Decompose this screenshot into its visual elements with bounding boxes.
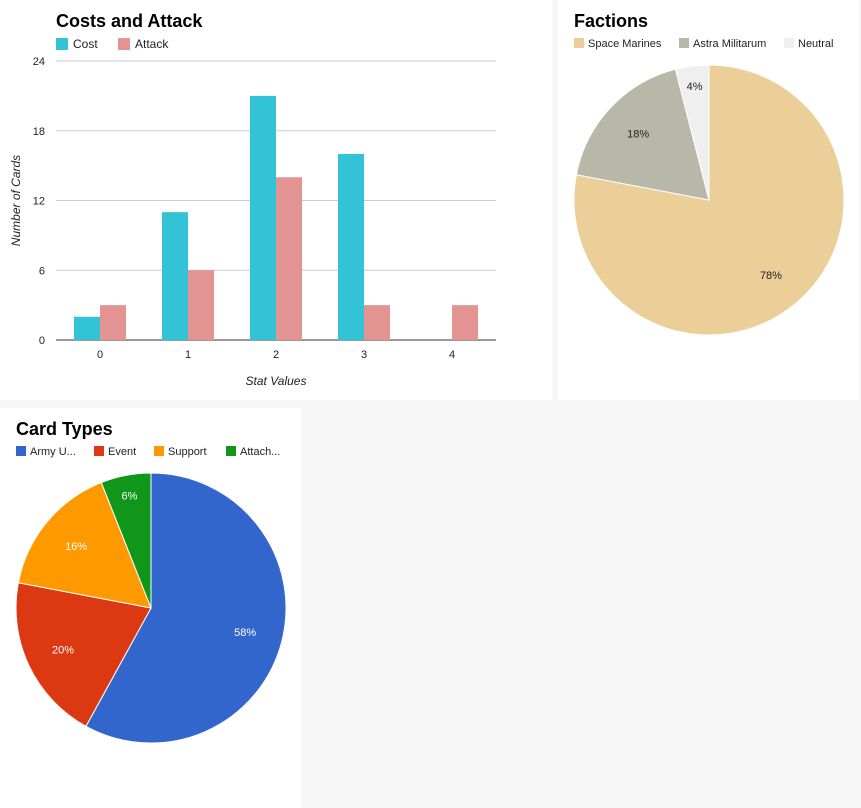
bar-attack [100,305,126,340]
x-tick-label: 0 [97,349,103,361]
legend-swatch-neutral [784,38,794,48]
card-types-chart: Army U... Event Support Attach... 58% 20% 16% 6… [15,446,287,744]
y-tick-label: 18 [33,126,45,138]
pie-slice-support [17,481,152,609]
costs-attack-panel: Costs and Attack Cost Attack 0 6 12 18 24 0 1 2 3 4… [0,0,552,400]
pie-label-attach: 6% [122,490,138,502]
bar-cost [74,316,100,340]
y-tick-label: 12 [33,196,45,208]
legend-label-attach: Attach... [240,446,280,458]
legend-label-cost: Cost [73,37,98,51]
bar-attack [188,270,214,340]
legend-swatch-space-marines [574,38,584,48]
y-axis-label: Number of Cards [9,155,23,246]
pie-label-army-u: 58% [234,627,256,639]
legend-label-neutral: Neutral [798,38,833,50]
bar-attack [364,305,390,340]
x-tick-label: 3 [361,349,367,361]
legend-label-astra-militarum: Astra Militarum [693,38,766,50]
legend-swatch-event [94,446,104,456]
legend-label-attack: Attack [135,37,169,51]
legend-label-space-marines: Space Marines [588,38,662,50]
legend-label-support: Support [168,446,207,458]
pie-label-neutral: 4% [687,81,703,93]
pie-label-event: 20% [52,644,74,656]
bar-cost [250,95,276,340]
legend-label-event: Event [108,446,136,458]
bar-cost [338,154,364,340]
pie-label-support: 16% [65,541,87,553]
costs-attack-title: Costs and Attack [56,11,203,31]
factions-chart: Space Marines Astra Militarum Neutral 78% 18… [573,38,845,336]
legend-swatch-attack [118,38,130,50]
x-tick-label: 1 [185,349,191,361]
pie-label-space-marines: 78% [760,270,782,282]
legend-swatch-army-u [16,446,26,456]
pie-slice-army-u [85,472,287,744]
pie-label-astra-militarum: 18% [627,128,649,140]
pie-slice-attach [100,472,152,609]
x-tick-label: 4 [449,349,455,361]
x-axis-label: Stat Values [246,374,307,388]
y-tick-label: 6 [39,265,45,277]
x-tick-label: 2 [273,349,279,361]
card-types-panel: Card Types Army U... Event Support Attach..… [0,408,301,808]
legend-swatch-support [154,446,164,456]
legend-swatch-cost [56,38,68,50]
bar-cost [162,212,188,340]
legend-swatch-attach [226,446,236,456]
pie-slice-neutral [674,64,710,201]
factions-title: Factions [574,11,649,31]
factions-panel: Factions Space Marines Astra Militarum Neu… [558,0,859,400]
pie-slice-astra-militarum [575,68,710,201]
legend-label-army-u: Army U... [30,446,76,458]
legend-swatch-astra-militarum [679,38,689,48]
bar-attack [276,177,302,340]
y-tick-label: 24 [33,56,45,68]
card-types-title: Card Types [16,419,113,439]
bar-attack [452,305,478,340]
y-tick-label: 0 [39,335,45,347]
pie-slice-event [15,582,152,727]
